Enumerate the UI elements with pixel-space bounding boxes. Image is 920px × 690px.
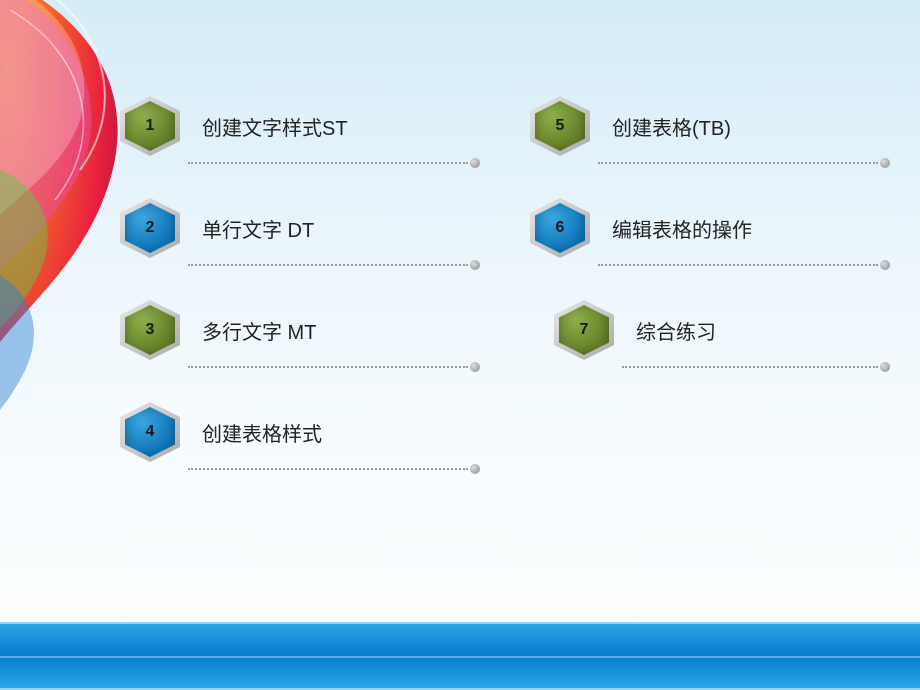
left-column: 1 创建文字样式ST 2 单行文字 DT 3 多行文字 MT 4 创建表格样式 <box>120 96 470 536</box>
bottom-bar <box>0 622 920 690</box>
toc-item-7: 7 综合练习 <box>554 300 880 360</box>
hex-number: 2 <box>125 203 175 253</box>
hex-badge-2: 2 <box>120 198 180 258</box>
hex-badge-3: 3 <box>120 300 180 360</box>
toc-label: 多行文字 MT <box>202 316 316 345</box>
hex-number: 5 <box>535 101 585 151</box>
hex-number: 4 <box>125 407 175 457</box>
leader-line <box>598 158 890 168</box>
toc-label: 创建表格样式 <box>202 418 322 447</box>
hex-number: 1 <box>125 101 175 151</box>
content-columns: 1 创建文字样式ST 2 单行文字 DT 3 多行文字 MT 4 创建表格样式 <box>120 96 880 536</box>
leader-line <box>188 362 480 372</box>
toc-label: 单行文字 DT <box>202 214 314 243</box>
hex-badge-7: 7 <box>554 300 614 360</box>
toc-label: 创建文字样式ST <box>202 112 348 141</box>
toc-label: 综合练习 <box>636 316 716 345</box>
toc-item-6: 6 编辑表格的操作 <box>530 198 880 258</box>
hex-number: 7 <box>559 305 609 355</box>
toc-item-5: 5 创建表格(TB) <box>530 96 880 156</box>
hex-badge-6: 6 <box>530 198 590 258</box>
leader-line <box>188 158 480 168</box>
toc-label: 创建表格(TB) <box>612 112 731 141</box>
hex-badge-4: 4 <box>120 402 180 462</box>
hex-badge-1: 1 <box>120 96 180 156</box>
leader-line <box>598 260 890 270</box>
hex-number: 3 <box>125 305 175 355</box>
toc-label: 编辑表格的操作 <box>612 214 752 243</box>
leader-line <box>188 464 480 474</box>
toc-item-2: 2 单行文字 DT <box>120 198 470 258</box>
toc-item-1: 1 创建文字样式ST <box>120 96 470 156</box>
leader-line <box>188 260 480 270</box>
toc-item-4: 4 创建表格样式 <box>120 402 470 462</box>
hex-badge-5: 5 <box>530 96 590 156</box>
right-column: 5 创建表格(TB) 6 编辑表格的操作 7 综合练习 <box>530 96 880 536</box>
hex-number: 6 <box>535 203 585 253</box>
leader-line <box>622 362 890 372</box>
toc-item-3: 3 多行文字 MT <box>120 300 470 360</box>
